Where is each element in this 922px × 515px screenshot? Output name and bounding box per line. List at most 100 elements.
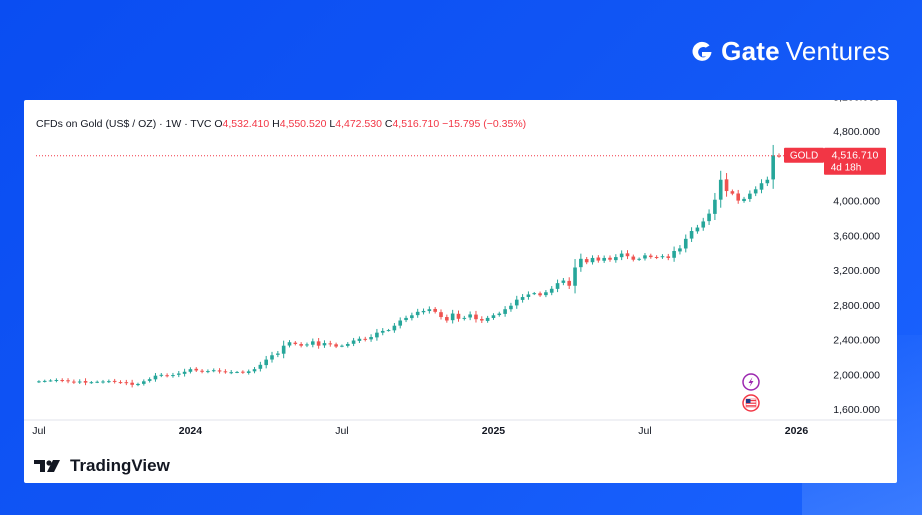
- candle-body: [95, 381, 99, 383]
- candle-body: [241, 371, 245, 373]
- y-tick-label: 2,400.000: [833, 335, 880, 347]
- flag-canton: [746, 399, 751, 403]
- candle-body: [153, 375, 158, 380]
- candle-body: [777, 155, 781, 157]
- candle-body: [386, 330, 391, 332]
- candle-body: [759, 183, 764, 190]
- legend-high-value: 4,550.520: [279, 118, 327, 130]
- y-tick-label: 4,000.000: [833, 196, 880, 208]
- candle-body: [445, 317, 449, 321]
- candle-body: [83, 381, 88, 383]
- flag-stripe: [746, 400, 756, 402]
- candle-body: [60, 380, 65, 382]
- legend-close-label: C: [384, 118, 393, 130]
- y-tick-label: 4,800.000: [833, 126, 880, 138]
- candle-body: [678, 248, 682, 252]
- candle-body: [468, 314, 472, 318]
- candle-body: [648, 255, 653, 258]
- candle-body: [718, 179, 723, 200]
- candle-body: [619, 253, 624, 258]
- candle-body: [380, 330, 385, 333]
- candle-body: [72, 381, 76, 383]
- candle-body: [415, 311, 420, 316]
- y-tick-label: 3,200.000: [833, 265, 880, 277]
- symbol-tag-bg: [784, 147, 824, 163]
- candle-body: [310, 341, 315, 345]
- y-tick-label: 2,800.000: [833, 300, 880, 312]
- candle-body: [538, 293, 542, 296]
- candle-body: [666, 256, 671, 258]
- candle-body: [654, 256, 659, 258]
- candle-body: [357, 338, 362, 341]
- candle-body: [730, 191, 735, 194]
- candle-body: [509, 305, 513, 310]
- candle-body: [77, 381, 82, 383]
- lightning-glyph: [748, 377, 754, 387]
- candle-body: [118, 382, 123, 384]
- candle-body: [124, 382, 129, 384]
- candle-body: [176, 373, 181, 375]
- candle-body: [334, 344, 338, 347]
- candle-body: [281, 345, 286, 354]
- candle-body: [742, 198, 746, 202]
- candle-body: [532, 293, 537, 295]
- legend-open-label: O: [214, 118, 223, 130]
- candle-body: [293, 342, 298, 344]
- candle-body: [701, 221, 706, 228]
- candle-body: [724, 179, 729, 192]
- candle-body: [316, 341, 321, 346]
- candle-body: [200, 370, 204, 372]
- candle-body: [573, 267, 577, 286]
- candle-body: [194, 368, 199, 371]
- symbol-tag: GOLD: [790, 151, 818, 162]
- y-tick-label: 2,000.000: [833, 369, 880, 381]
- price-tag-bg: [824, 147, 886, 175]
- candle-body: [579, 258, 583, 268]
- price-tag-value: 4,516.710: [832, 150, 879, 162]
- candle-body: [736, 193, 741, 201]
- candle-body: [54, 380, 59, 382]
- candle-body: [211, 370, 216, 372]
- candle-body: [497, 313, 502, 316]
- candlestick-chart[interactable]: 1,600.000 2,000.000 2,400.000 2,800.000 3,20…: [24, 100, 897, 440]
- candle-body: [404, 317, 408, 321]
- flag-stripe: [746, 405, 756, 407]
- candle-body: [479, 319, 484, 321]
- tradingview-logo[interactable]: TradingView: [34, 456, 170, 476]
- candle-body: [695, 227, 700, 232]
- legend-change: −15.795 (−0.35%): [442, 118, 527, 130]
- candle-body: [602, 257, 606, 261]
- candle-body: [439, 312, 443, 318]
- candle-body: [37, 381, 41, 383]
- candle-body: [171, 375, 175, 377]
- candle-body: [713, 199, 717, 214]
- candle-body: [363, 338, 368, 340]
- candle-body: [625, 253, 630, 257]
- candle-body: [322, 343, 327, 346]
- legend-symbol: CFDs on Gold (US$ / OZ) · 1W · TVC: [36, 118, 212, 130]
- x-tick-label: Jul: [335, 425, 348, 437]
- candle-body: [485, 317, 490, 321]
- candle-body: [765, 179, 770, 184]
- candle-body: [526, 294, 531, 297]
- candle-body: [503, 309, 507, 314]
- candle-body: [112, 380, 117, 382]
- candle-body: [328, 343, 333, 345]
- candle-body: [142, 381, 146, 384]
- candle-body: [584, 259, 589, 263]
- candle-body: [136, 383, 140, 386]
- candle-body: [514, 299, 519, 306]
- candle-body: [305, 344, 309, 346]
- candle-body: [753, 189, 758, 194]
- candle-body: [462, 317, 467, 319]
- candle-body: [637, 258, 641, 260]
- brand-logo: Gate Ventures: [689, 36, 890, 67]
- candle-body: [48, 380, 53, 382]
- gate-logo-icon: [692, 41, 712, 61]
- candle-body: [660, 256, 665, 258]
- candle-body: [276, 353, 280, 355]
- candle-body: [159, 374, 164, 376]
- candle-body: [689, 231, 694, 239]
- y-tick-label: 1,600.000: [833, 404, 880, 416]
- candle-body: [66, 380, 70, 382]
